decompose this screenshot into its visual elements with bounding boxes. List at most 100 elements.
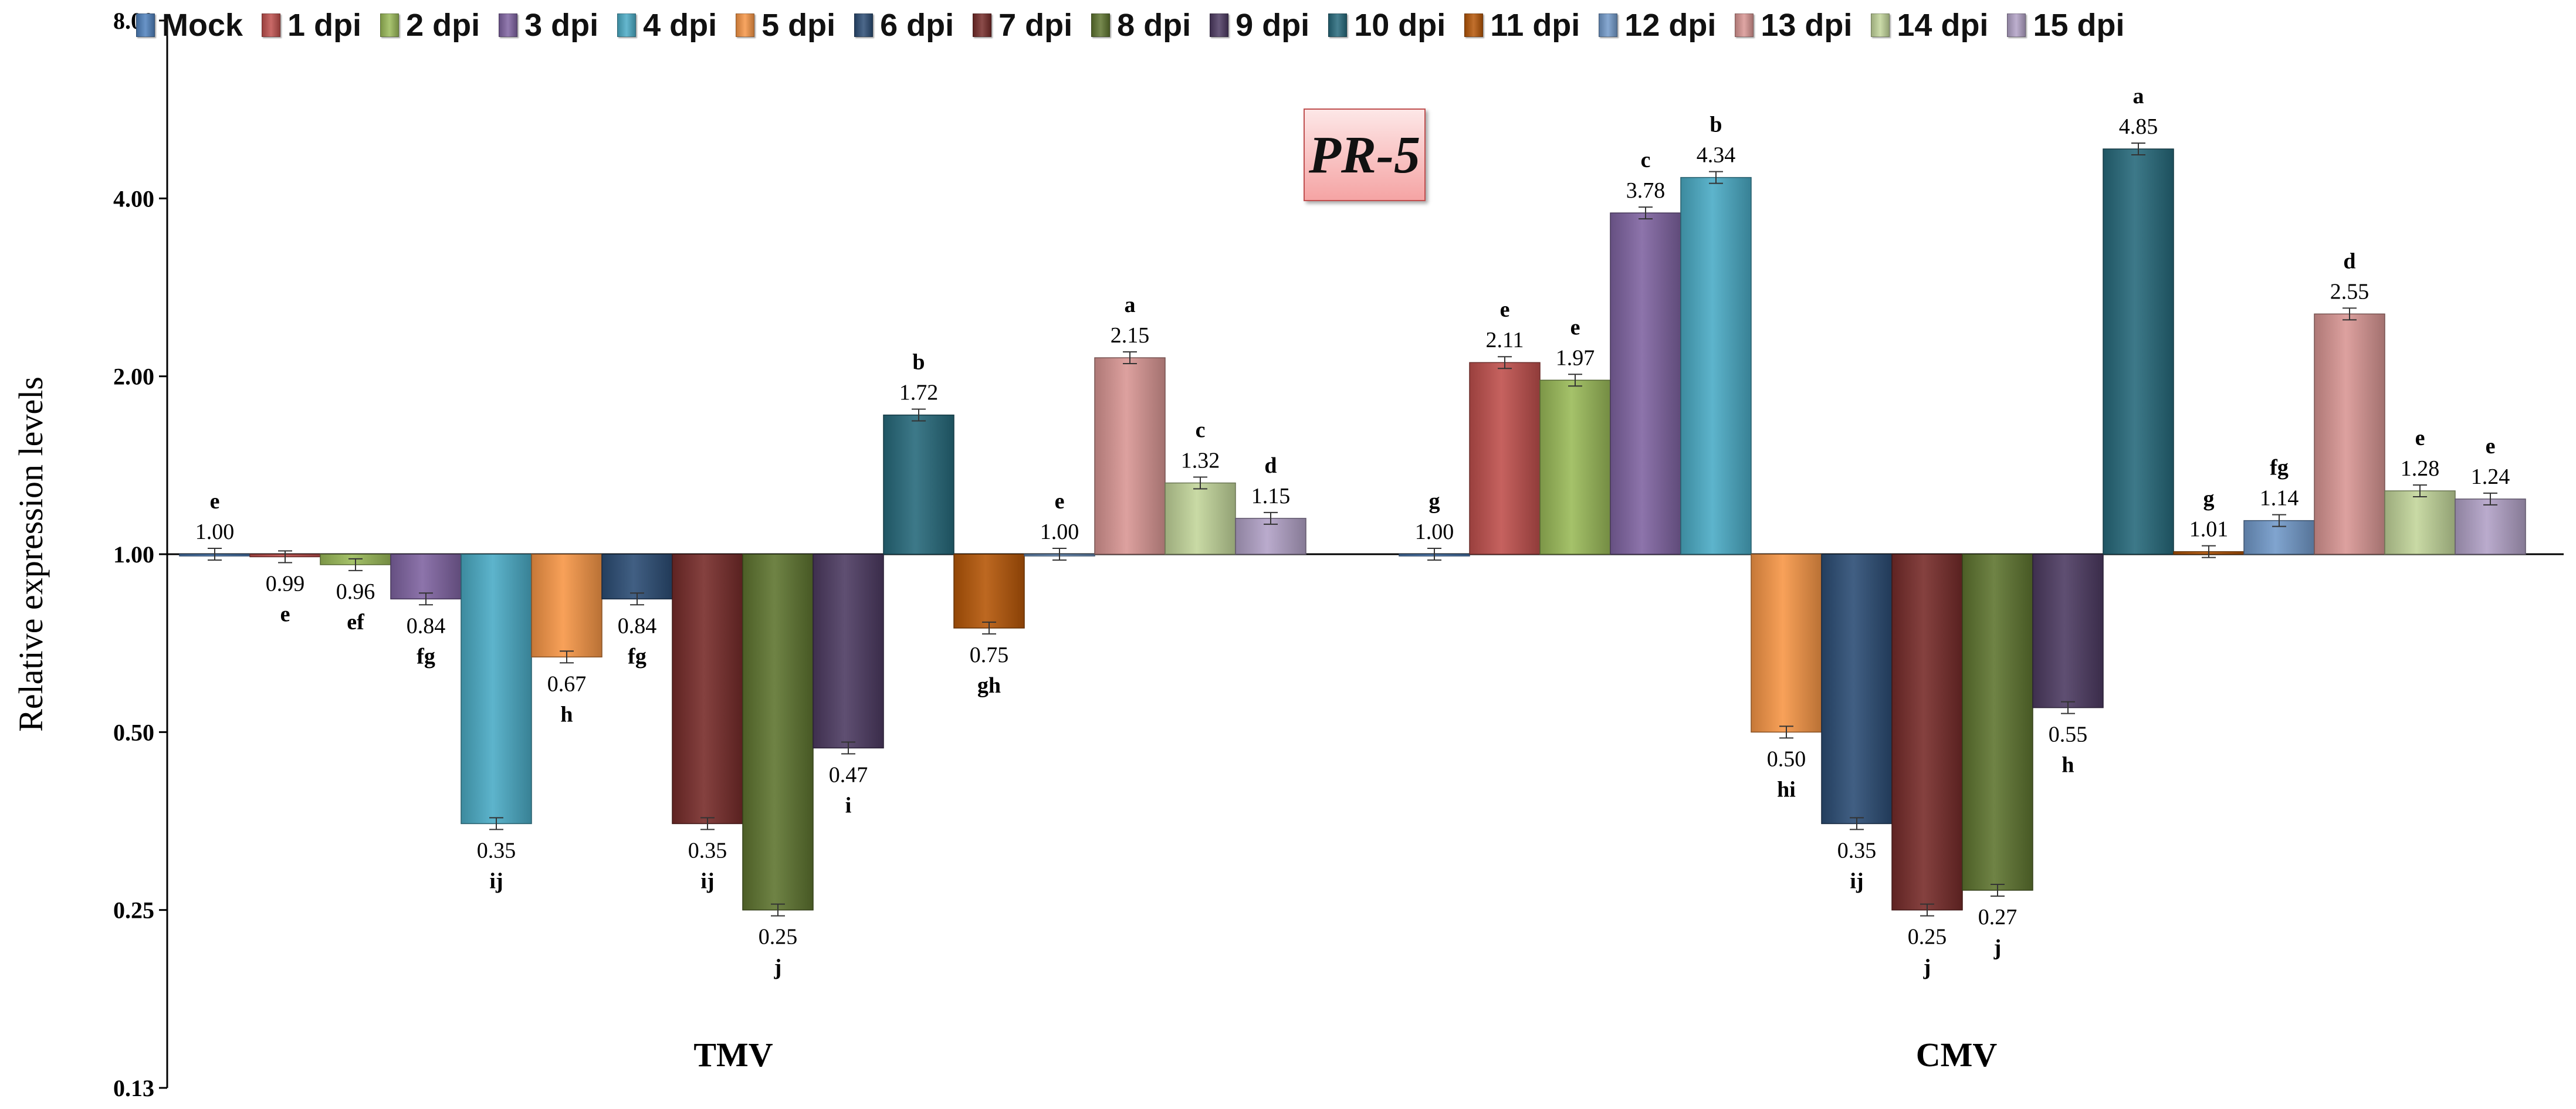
legend-swatch bbox=[1328, 13, 1348, 37]
legend-item: 4 dpi bbox=[617, 5, 717, 46]
significance-label: gh bbox=[977, 673, 1001, 698]
legend-swatch bbox=[2007, 13, 2026, 37]
bar bbox=[1680, 177, 1752, 555]
significance-label: e bbox=[2486, 434, 2496, 459]
legend-label: 6 dpi bbox=[880, 8, 954, 43]
data-label: 0.35 bbox=[477, 838, 516, 863]
y-tick-label: 2.00 bbox=[113, 364, 154, 390]
gene-annotation-box: PR-5 bbox=[1304, 108, 1426, 201]
legend-label: 1 dpi bbox=[287, 8, 362, 43]
bar bbox=[390, 554, 462, 600]
significance-label: ef bbox=[347, 610, 365, 635]
data-label: 0.75 bbox=[970, 643, 1009, 667]
legend-swatch bbox=[854, 13, 874, 37]
significance-label: e bbox=[1055, 489, 1065, 514]
legend-label: 3 dpi bbox=[524, 8, 599, 43]
legend-swatch bbox=[1464, 13, 1484, 37]
legend-item: 11 dpi bbox=[1464, 5, 1580, 46]
y-axis-title: Relative expression levels bbox=[12, 377, 50, 732]
legend-label: 2 dpi bbox=[406, 8, 480, 43]
y-tick-label: 4.00 bbox=[113, 185, 154, 212]
legend-swatch bbox=[1210, 13, 1229, 37]
bar bbox=[2103, 148, 2174, 555]
bar bbox=[1165, 482, 1236, 555]
data-label: 1.15 bbox=[1251, 484, 1291, 508]
significance-label: e bbox=[2415, 426, 2425, 450]
bar bbox=[2032, 554, 2104, 708]
legend-swatch bbox=[736, 13, 755, 37]
significance-label: c bbox=[1196, 418, 1206, 443]
data-label: 1.28 bbox=[2401, 456, 2440, 481]
significance-label: a bbox=[1125, 293, 1136, 317]
data-label: 1.14 bbox=[2260, 486, 2299, 511]
y-tick-label: 1.00 bbox=[113, 541, 154, 568]
bar bbox=[1751, 554, 1822, 733]
bar bbox=[461, 554, 532, 825]
data-label: 3.78 bbox=[1626, 178, 1666, 203]
legend-item: 10 dpi bbox=[1328, 5, 1446, 46]
significance-label: ij bbox=[700, 869, 714, 893]
bar bbox=[1891, 554, 1963, 911]
legend-swatch bbox=[1735, 13, 1754, 37]
significance-label: e bbox=[1500, 297, 1510, 322]
significance-label: a bbox=[2133, 84, 2144, 108]
data-label: 1.32 bbox=[1181, 449, 1220, 473]
gene-annotation-label: PR-5 bbox=[1309, 126, 1420, 184]
legend-swatch bbox=[262, 13, 281, 37]
data-label: 1.24 bbox=[2471, 464, 2510, 489]
bar bbox=[1094, 357, 1166, 555]
significance-label: b bbox=[912, 350, 925, 375]
bar bbox=[601, 554, 673, 600]
significance-label: fg bbox=[417, 644, 435, 669]
legend-swatch bbox=[380, 13, 400, 37]
significance-label: h bbox=[560, 702, 573, 727]
legend-swatch bbox=[499, 13, 518, 37]
legend-label: 11 dpi bbox=[1490, 8, 1580, 43]
data-label: 1.72 bbox=[899, 381, 939, 405]
significance-label: e bbox=[210, 489, 220, 514]
data-label: 0.25 bbox=[1908, 925, 1947, 949]
bar bbox=[1539, 379, 1611, 555]
legend-label: 5 dpi bbox=[761, 8, 836, 43]
legend-swatch bbox=[617, 13, 637, 37]
legend-label: 13 dpi bbox=[1761, 8, 1853, 43]
legend-label: 10 dpi bbox=[1354, 8, 1446, 43]
data-label: 2.55 bbox=[2330, 279, 2369, 304]
legend-item: Mock bbox=[136, 5, 243, 46]
legend-swatch bbox=[1599, 13, 1618, 37]
data-label: 0.99 bbox=[266, 571, 305, 596]
legend-item: 15 dpi bbox=[2007, 5, 2124, 46]
significance-label: ij bbox=[489, 869, 503, 893]
significance-label: i bbox=[845, 793, 852, 818]
legend-item: 6 dpi bbox=[854, 5, 954, 46]
bar bbox=[953, 554, 1025, 629]
bars-layer bbox=[179, 143, 2526, 917]
significance-label: d bbox=[1264, 453, 1277, 478]
significance-label: g bbox=[2203, 487, 2215, 511]
data-label: 0.35 bbox=[1837, 838, 1877, 863]
significance-label: b bbox=[1710, 113, 1722, 137]
data-label: 0.25 bbox=[759, 925, 798, 949]
data-label: 0.27 bbox=[1978, 905, 2018, 930]
bar bbox=[2384, 490, 2456, 555]
data-label: 0.35 bbox=[688, 838, 727, 863]
bar bbox=[883, 414, 954, 555]
legend-label: 15 dpi bbox=[2033, 8, 2125, 43]
data-label: 0.96 bbox=[336, 579, 375, 604]
significance-label: h bbox=[2062, 753, 2074, 778]
significance-label: ij bbox=[1850, 869, 1863, 893]
legend-swatch bbox=[136, 13, 155, 37]
legend-label: 9 dpi bbox=[1235, 8, 1310, 43]
bar bbox=[672, 554, 743, 825]
legend-item: 12 dpi bbox=[1599, 5, 1716, 46]
bar bbox=[531, 554, 602, 658]
legend-swatch bbox=[1091, 13, 1111, 37]
legend-label: Mock bbox=[162, 8, 243, 43]
data-label: 0.47 bbox=[829, 762, 868, 787]
data-label: 1.97 bbox=[1556, 345, 1595, 370]
data-label: 2.15 bbox=[1111, 323, 1150, 348]
legend: Mock 1 dpi 2 dpi 3 dpi 4 dpi 5 dpi 6 dpi 7 dpi 8… bbox=[136, 5, 2143, 46]
significance-label: d bbox=[2343, 249, 2355, 273]
legend-swatch bbox=[973, 13, 992, 37]
